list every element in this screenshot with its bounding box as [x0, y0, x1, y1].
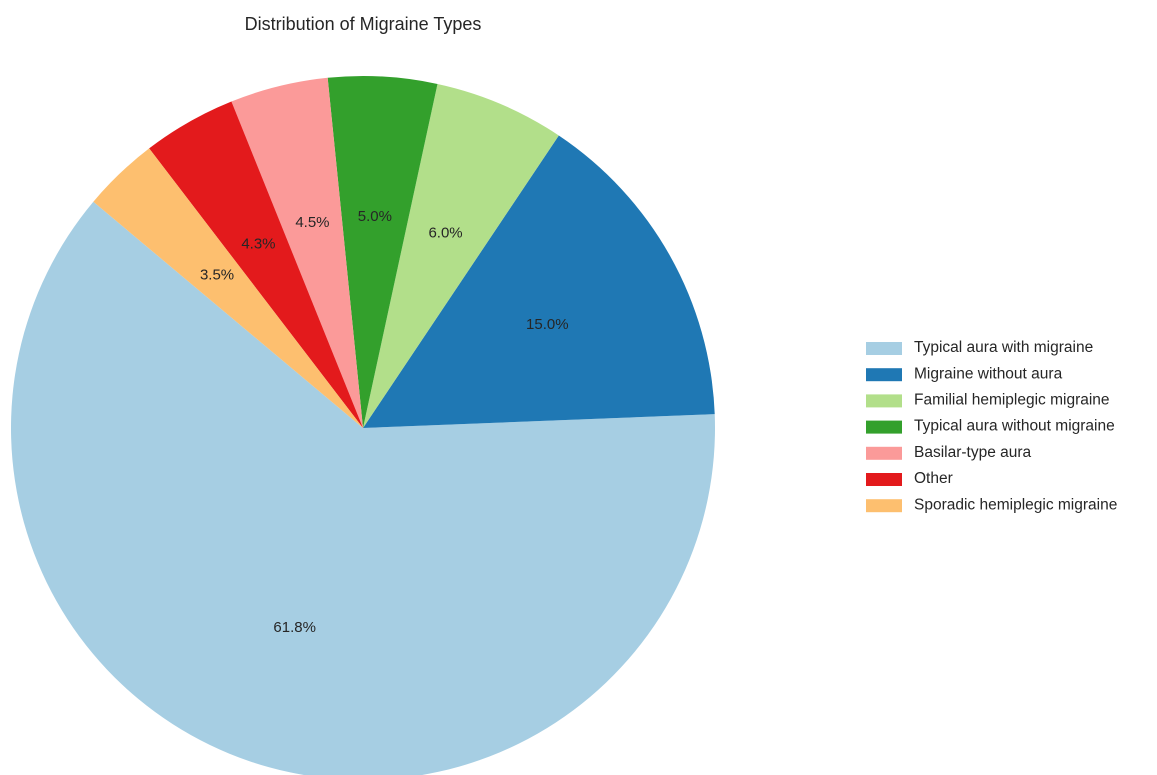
- legend-swatch: [866, 394, 902, 408]
- data-label: 61.8%: [273, 619, 316, 636]
- legend-swatch: [866, 499, 902, 513]
- legend-swatch: [866, 368, 902, 382]
- pie-slice: [149, 101, 363, 428]
- legend-label: Basilar-type aura: [914, 444, 1032, 461]
- pie-slice: [363, 83, 559, 428]
- chart-title: Distribution of Migraine Types: [245, 14, 482, 34]
- legend-swatch: [866, 420, 902, 434]
- data-label: 6.0%: [428, 225, 462, 242]
- pie-slice: [363, 135, 715, 428]
- pie-slice: [11, 201, 715, 775]
- legend-label: Familial hemiplegic migraine: [914, 391, 1110, 408]
- data-label: 4.5%: [295, 214, 329, 231]
- data-label: 15.0%: [526, 316, 569, 333]
- pie-slice: [231, 77, 363, 429]
- data-label: 4.3%: [241, 235, 275, 252]
- legend-label: Sporadic hemiplegic migraine: [914, 496, 1117, 513]
- data-label: 3.5%: [200, 266, 234, 283]
- legend-label: Other: [914, 470, 953, 487]
- legend-swatch: [866, 446, 902, 460]
- legend-label: Migraine without aura: [914, 365, 1063, 382]
- pie-slice: [327, 75, 438, 428]
- pie-slice: [93, 148, 363, 428]
- legend-swatch: [866, 473, 902, 486]
- data-label: 5.0%: [358, 208, 392, 225]
- legend-swatch: [866, 342, 902, 355]
- legend-label: Typical aura with migraine: [914, 339, 1093, 356]
- legend-label: Typical aura without migraine: [914, 418, 1115, 435]
